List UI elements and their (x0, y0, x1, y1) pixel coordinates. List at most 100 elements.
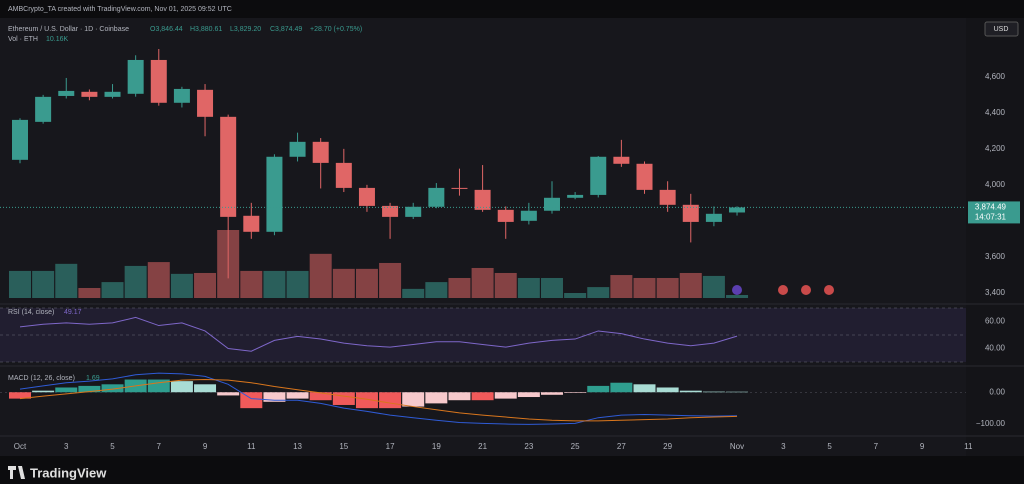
volume-bar (194, 272, 217, 298)
volume-bar (517, 277, 540, 298)
ohlc-value: L3,829.20 (230, 26, 261, 33)
candle-body (705, 213, 722, 222)
candle-body (729, 207, 746, 213)
candle-body (428, 187, 445, 207)
rsi-legend: RSI (14, close) (8, 309, 54, 316)
countdown: 14:07:31 (975, 213, 1007, 222)
volume-bar (9, 270, 31, 298)
brand: TradingView (8, 465, 107, 480)
candle-body (12, 119, 28, 160)
ohlc-legend: O3,846.44 H3,880.61 L3,829.20 C3,874.49 +28.… (150, 26, 362, 33)
x-tick-label: 13 (293, 442, 302, 451)
histogram-bar (263, 392, 286, 402)
candle-body (220, 116, 237, 217)
x-tick-label: 7 (874, 442, 879, 451)
y-tick-label: 40.00 (985, 344, 1006, 353)
volume-bar (540, 277, 563, 298)
price-axis (966, 18, 1024, 456)
event-icon[interactable] (732, 285, 742, 295)
volume-bar (379, 262, 402, 298)
histogram-bar (379, 392, 402, 409)
x-tick-label: 9 (203, 442, 208, 451)
x-tick-label: 7 (157, 442, 162, 451)
histogram-bar (540, 392, 563, 395)
histogram-bar (517, 392, 540, 398)
x-tick-label: 19 (432, 442, 441, 451)
candle-body (474, 189, 491, 210)
candle-body (405, 206, 422, 217)
candle-body (636, 163, 653, 190)
histogram-bar (494, 392, 517, 399)
x-tick-label: 5 (827, 442, 832, 451)
y-tick-label: 60.00 (985, 317, 1006, 326)
brand-logo (8, 466, 25, 479)
candle-body (266, 156, 283, 232)
histogram-bar (32, 390, 55, 393)
candle-body (104, 91, 121, 97)
brand-name: TradingView (30, 465, 107, 480)
volume-bar (656, 277, 679, 298)
histogram-bar (101, 384, 124, 393)
volume-bar (147, 262, 170, 298)
candle-body (520, 210, 537, 221)
x-tick-label: 9 (920, 442, 925, 451)
x-tick-label: 25 (571, 442, 580, 451)
histogram-bar (679, 390, 702, 393)
currency[interactable]: USD (994, 26, 1009, 33)
volume-bar (610, 275, 633, 298)
histogram-bar (471, 392, 494, 401)
y-tick-label: 4,000 (985, 180, 1006, 189)
histogram-bar (355, 392, 378, 409)
histogram-bar (425, 392, 448, 404)
candle-body (659, 189, 676, 205)
histogram-bar (9, 392, 31, 399)
x-tick-label: 23 (524, 442, 533, 451)
candle-body (682, 204, 699, 222)
candle-body (590, 156, 607, 195)
volume-legend: Vol · ETH (8, 36, 38, 43)
candle-body (289, 141, 306, 157)
x-tick-label: Oct (14, 442, 27, 451)
credit: AMBCrypto_TA created with TradingView.co… (8, 6, 232, 13)
event-icons (732, 285, 834, 295)
volume-bar (78, 287, 101, 298)
y-tick-label: 4,400 (985, 108, 1006, 117)
candle-body (243, 215, 260, 232)
x-tick-label: 3 (781, 442, 786, 451)
volume-bar (587, 287, 610, 298)
y-tick-label: 3,600 (985, 252, 1006, 261)
x-tick-label: 15 (339, 442, 348, 451)
candle-body (312, 141, 329, 163)
volume-bar (471, 267, 494, 298)
event-icon[interactable] (824, 285, 834, 295)
currency-button[interactable] (984, 21, 1019, 37)
y-tick-label: 3,400 (985, 288, 1006, 297)
candle-body (197, 89, 214, 117)
rsi-value: 49.17 (64, 309, 82, 316)
candle-body (35, 96, 52, 122)
histogram-bar (610, 382, 633, 393)
candle-body (173, 88, 190, 103)
volume-bar (402, 288, 425, 298)
event-icon[interactable] (778, 285, 788, 295)
x-tick-label: Nov (730, 442, 744, 451)
y-tick-label: 4,200 (985, 144, 1006, 153)
histogram-bar (587, 385, 610, 393)
histogram-bar (147, 379, 170, 393)
volume-bar (332, 268, 355, 298)
candle-body (567, 194, 584, 198)
rsi-line (19, 316, 738, 352)
histogram-bar (286, 392, 309, 399)
candle-body (150, 59, 167, 103)
y-tick-label: 4,600 (985, 72, 1006, 81)
histogram-bar (656, 387, 679, 393)
volume-bar (240, 270, 263, 298)
event-icon[interactable] (801, 285, 811, 295)
x-tick-label: 17 (386, 442, 395, 451)
symbol: Ethereum / U.S. Dollar · 1D · Coinbase (8, 26, 129, 33)
x-tick-label: 21 (478, 442, 487, 451)
volume-bar (124, 265, 147, 298)
ohlc-value: C3,874.49 (270, 26, 302, 33)
